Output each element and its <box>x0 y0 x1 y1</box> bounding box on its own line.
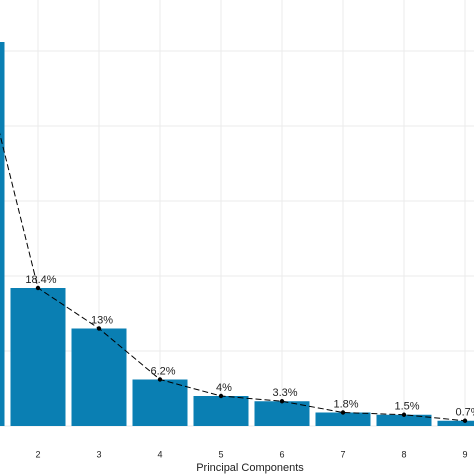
x-tick-label: 8 <box>401 449 406 459</box>
bar <box>315 412 371 426</box>
bar <box>376 414 432 426</box>
bar <box>0 42 5 426</box>
point <box>35 285 41 291</box>
point <box>462 418 468 423</box>
point <box>401 412 407 417</box>
bar <box>132 379 188 426</box>
bar <box>71 328 127 426</box>
x-axis-title: Principal Components <box>196 462 304 474</box>
x-tick-label: 3 <box>96 449 101 459</box>
x-tick-label: 4 <box>157 449 162 459</box>
value-label: 4% <box>216 382 232 394</box>
trend-line <box>0 132 466 422</box>
x-tick-label: 6 <box>279 449 284 459</box>
bar <box>10 288 66 426</box>
x-tick-label: 5 <box>218 449 223 459</box>
bar <box>193 396 249 426</box>
point <box>279 399 285 404</box>
x-tick-label: 9 <box>462 449 467 459</box>
value-label: 13% <box>91 314 113 326</box>
point <box>218 393 224 399</box>
x-tick-label: 7 <box>340 449 345 459</box>
point <box>96 326 102 331</box>
bar <box>437 420 474 426</box>
point <box>157 377 163 382</box>
value-label: 0.7% <box>455 407 474 419</box>
value-label: 18.4% <box>25 274 56 286</box>
point <box>340 410 346 415</box>
value-label: 1.5% <box>394 401 419 413</box>
value-label: 6.2% <box>150 365 175 377</box>
bar <box>254 401 310 426</box>
value-label: 3.3% <box>272 387 297 399</box>
x-tick-label: 2 <box>35 449 40 459</box>
value-label: 1.8% <box>333 398 358 410</box>
